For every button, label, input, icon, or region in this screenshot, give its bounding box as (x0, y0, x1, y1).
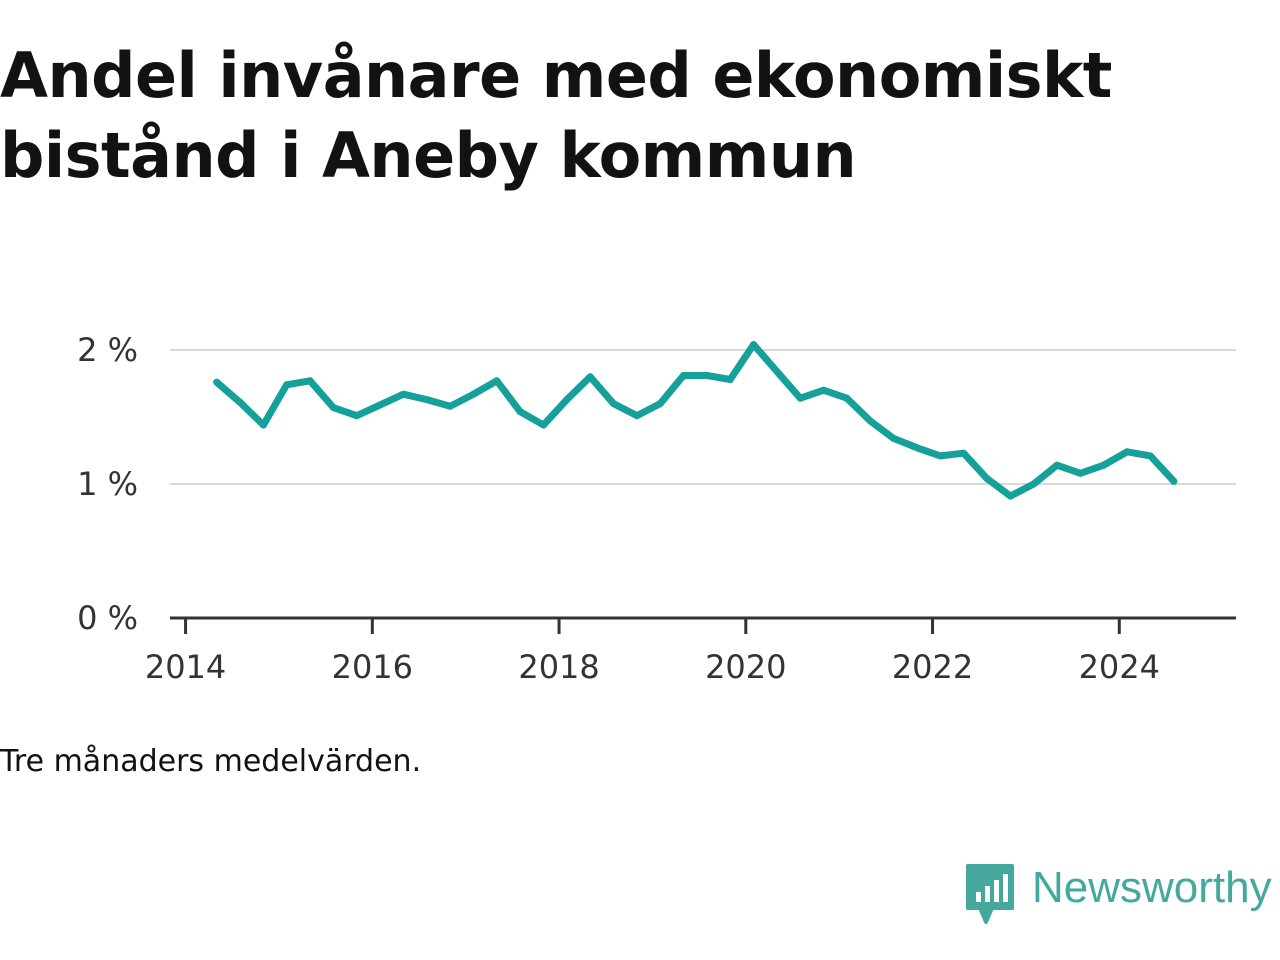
data-point (773, 367, 781, 375)
x-axis: 2014 2016 2018 2020 2022 2024 (145, 616, 1236, 686)
data-point (329, 404, 337, 412)
x-tick-label: 2018 (518, 648, 599, 686)
data-point (563, 396, 571, 404)
data-point (353, 412, 361, 420)
data-point (890, 434, 898, 442)
data-point (866, 417, 874, 425)
newsworthy-logo-icon (966, 864, 1014, 924)
data-point (983, 475, 991, 483)
data-point (656, 400, 664, 408)
gridlines (170, 349, 1236, 485)
data-point (1170, 477, 1178, 485)
data-point (446, 402, 454, 410)
data-point (259, 421, 267, 429)
data-point (1100, 461, 1108, 469)
data-point (516, 408, 524, 416)
x-tick-label: 2020 (705, 648, 786, 686)
data-point (586, 373, 594, 381)
data-point (1123, 448, 1131, 456)
data-point (610, 400, 617, 408)
data-point (960, 449, 968, 457)
data-point (843, 394, 851, 402)
data-point (936, 452, 944, 460)
y-tick-label: 1 % (77, 465, 138, 503)
data-point (1006, 492, 1014, 500)
y-axis-ticks: 0 % 1 % 2 % (77, 331, 138, 637)
x-tick-label: 2022 (892, 648, 973, 686)
data-point (493, 377, 501, 385)
brand-name: Newsworthy (1032, 863, 1272, 912)
data-point (633, 412, 641, 420)
data-point (213, 378, 221, 386)
data-point (796, 394, 804, 402)
x-tick-label: 2014 (145, 648, 226, 686)
data-point (376, 401, 384, 409)
data-point (1030, 480, 1038, 488)
data-point (680, 372, 687, 379)
series-line (213, 341, 1178, 500)
y-tick-label: 2 % (77, 331, 138, 369)
data-point (423, 396, 431, 404)
data-point (750, 341, 758, 349)
data-point (913, 444, 921, 452)
y-tick-label: 0 % (77, 599, 138, 637)
data-point (820, 386, 828, 394)
x-tick-label: 2024 (1079, 648, 1160, 686)
data-point (1076, 469, 1084, 477)
data-point (306, 377, 314, 385)
x-tick-label: 2016 (332, 648, 413, 686)
data-point (726, 376, 734, 383)
data-point (470, 390, 477, 398)
data-point (283, 381, 291, 389)
data-point (1146, 452, 1154, 460)
footnote: Tre månaders medelvärden. (0, 744, 422, 779)
chart-title: Andel invånare med ekonomiskt bistånd i … (0, 39, 1112, 192)
series-group (213, 341, 1178, 500)
data-point (236, 398, 244, 406)
line-chart: 0 % 1 % 2 % 2014 2016 2018 2020 2022 2024 (77, 331, 1236, 686)
data-point (540, 421, 547, 429)
data-point (1053, 461, 1061, 469)
data-point (703, 372, 711, 379)
data-point (399, 390, 407, 398)
